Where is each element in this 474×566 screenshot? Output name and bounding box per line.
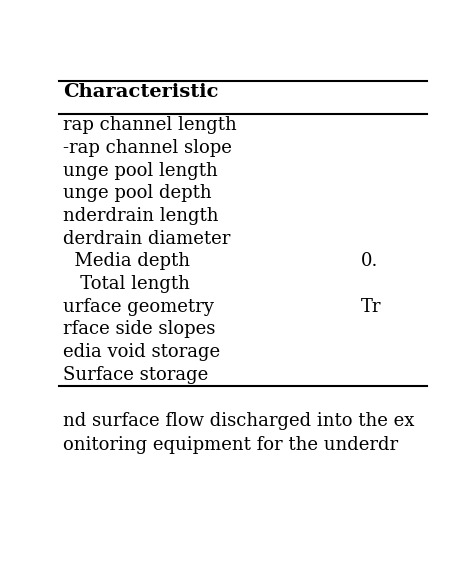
Text: unge pool depth: unge pool depth [63, 185, 211, 202]
Text: Total length: Total length [63, 275, 190, 293]
Text: Characteristic: Characteristic [63, 83, 219, 101]
Text: urface geometry: urface geometry [63, 298, 214, 316]
Text: edia void storage: edia void storage [63, 343, 220, 361]
Text: derdrain diameter: derdrain diameter [63, 230, 230, 247]
Text: nderdrain length: nderdrain length [63, 207, 219, 225]
Text: unge pool length: unge pool length [63, 162, 218, 179]
Text: Media depth: Media depth [63, 252, 190, 271]
Text: nd surface flow discharged into the ex: nd surface flow discharged into the ex [63, 412, 414, 430]
Text: Tr: Tr [360, 298, 381, 316]
Text: rap channel length: rap channel length [63, 116, 237, 134]
Text: 0.: 0. [360, 252, 378, 271]
Text: Surface storage: Surface storage [63, 366, 208, 384]
Text: rface side slopes: rface side slopes [63, 320, 215, 338]
Text: onitoring equipment for the underdr: onitoring equipment for the underdr [63, 436, 398, 454]
Text: -rap channel slope: -rap channel slope [63, 139, 232, 157]
